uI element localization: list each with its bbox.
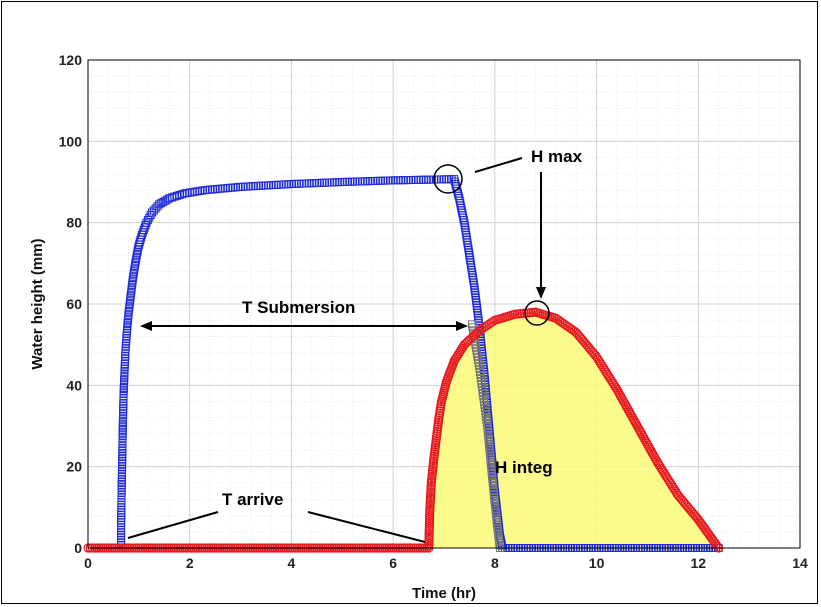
series-red-circles [83,307,724,553]
red-circle-marker [712,541,722,551]
blue-square-marker [167,193,176,202]
annotations: H max T Submersion H integ T arrive [127,147,583,543]
blue-square-marker [131,256,140,265]
y-tick-labels: 0 20 40 60 80 100 120 [59,52,83,556]
blue-square-marker [170,192,179,201]
blue-square-marker [132,253,141,262]
blue-square-marker [145,213,154,222]
plot-area-border [87,59,801,549]
y-tick-label: 100 [59,133,83,149]
y-tick-label: 80 [66,215,82,231]
grey-square-marker [475,362,484,371]
blue-square-marker [142,218,151,227]
grey-square-marker [472,347,481,356]
grey-square-marker [467,320,476,329]
t-arrive-line-right [307,511,426,543]
y-tick-label: 120 [59,52,83,68]
blue-square-marker [165,194,174,203]
blue-square-marker [133,245,142,254]
grey-square-marker [474,359,483,368]
t-submersion-arrowhead-right [456,321,468,331]
x-tick-label: 4 [288,555,296,571]
blue-square-marker [141,221,150,230]
x-tick-labels: 0 2 4 6 8 10 12 14 [84,555,808,571]
h-max-label: H max [531,147,583,166]
t-arrive-label: T arrive [222,490,283,509]
t-submersion-arrowhead-left [140,321,152,331]
y-axis-label: Water height (mm) [29,238,46,369]
grey-square-marker [468,326,477,335]
blue-square-marker [133,248,142,257]
x-tick-label: 2 [186,555,194,571]
h-integ-area [428,312,719,548]
grey-square-marker [473,350,482,359]
y-tick-label: 60 [66,296,82,312]
blue-square-marker [131,259,140,268]
series-blue-squares [117,175,723,552]
h-max-arrow-blue [474,157,523,173]
h-max-blue-marker [433,164,463,194]
blue-square-marker [178,190,187,199]
h-max-arrowhead-red [536,287,546,299]
x-tick-label: 8 [491,555,499,571]
y-tick-label: 20 [66,459,82,475]
x-tick-label: 12 [690,555,706,571]
grey-square-marker [474,356,483,365]
t-submersion-label: T Submersion [242,298,355,317]
x-tick-label: 10 [589,555,605,571]
grey-square-marker [472,344,481,353]
y-tick-label: 40 [66,377,82,393]
grey-square-marker [473,353,482,362]
x-tick-label: 0 [84,555,92,571]
blue-square-marker [175,191,184,200]
red-circle-marker [569,326,579,336]
h-max-red-marker [524,300,550,326]
grey-square-marker [468,323,477,332]
x-tick-label: 6 [389,555,397,571]
blue-square-marker [173,191,181,200]
y-tick-label: 0 [74,540,82,556]
t-arrive-line-left [127,511,219,539]
grey-square-marker [471,341,480,350]
x-axis-label: Time (hr) [412,585,476,602]
blue-square-marker [143,216,152,225]
x-tick-label: 14 [792,555,808,571]
h-integ-label: H integ [495,458,553,477]
blue-square-marker [132,251,141,260]
